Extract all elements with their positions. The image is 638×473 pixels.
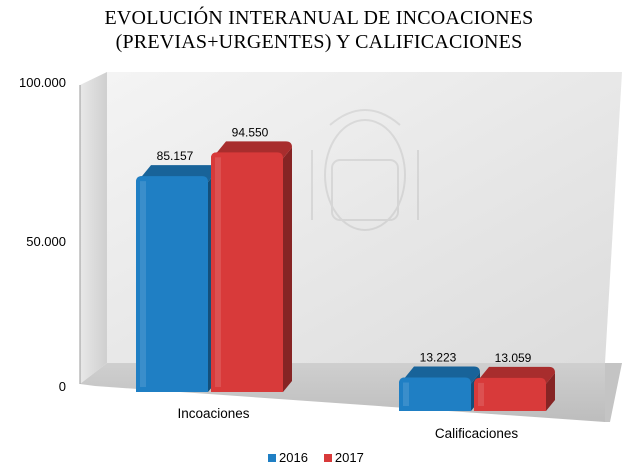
data-labels: 85.157 94.550 13.223 13.059: [157, 125, 532, 365]
chart-title-line-1: EVOLUCIÓN INTERANUAL DE INCOACIONES: [104, 7, 534, 29]
bar-incoaciones-2017: [211, 141, 292, 392]
bar-incoaciones-2016: [136, 165, 217, 392]
data-label-incoaciones-2017: 94.550: [232, 125, 269, 139]
legend: 2016 2017: [268, 450, 364, 465]
legend-label: 2017: [334, 450, 364, 465]
category-label-incoaciones: Incoaciones: [177, 406, 249, 421]
bar-calificaciones-2017: [474, 366, 555, 411]
bar-highlight: [403, 382, 409, 406]
legend-swatch: [323, 453, 332, 462]
y-tick-label: 0: [59, 379, 66, 394]
bar-highlight: [478, 382, 484, 406]
category-label-calificaciones: Calificaciones: [435, 426, 519, 441]
data-label-calificaciones-2017: 13.059: [495, 351, 532, 365]
legend-label: 2016: [279, 450, 308, 465]
watermark: [311, 109, 419, 231]
chart-title-line-2: (PREVIAS+URGENTES) Y CALIFICACIONES: [115, 31, 523, 53]
y-axis-ticks: 100.000 50.000 0: [19, 75, 66, 394]
bar-front: [211, 152, 283, 392]
side-wall: [80, 72, 107, 384]
bars: [136, 141, 555, 411]
legend-item-2017: 2017: [323, 450, 364, 465]
chart-title: EVOLUCIÓN INTERANUAL DE INCOACIONES (PRE…: [0, 6, 638, 54]
bar-side: [546, 372, 555, 411]
bar-highlight: [140, 181, 146, 387]
y-tick-label: 50.000: [26, 234, 66, 249]
bar-front: [399, 377, 471, 411]
bar-highlight: [215, 157, 221, 387]
bar-front: [136, 176, 208, 392]
data-label-calificaciones-2016: 13.223: [420, 350, 457, 364]
legend-swatch: [268, 453, 276, 462]
floor-front-edge: [605, 363, 622, 422]
bar-side: [283, 147, 292, 392]
legend-item-2016: 2016: [268, 450, 308, 465]
bar-front: [474, 377, 546, 411]
bar-calificaciones-2016: [399, 366, 480, 411]
category-labels: Incoaciones Calificaciones: [177, 406, 518, 441]
y-tick-label: 100.000: [19, 75, 66, 90]
data-label-incoaciones-2016: 85.157: [157, 149, 194, 163]
